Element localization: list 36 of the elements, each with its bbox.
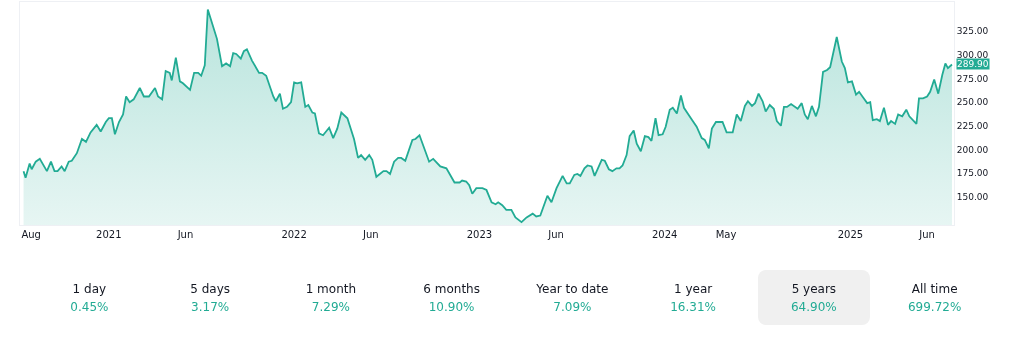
x-tick-label: Jun: [176, 229, 194, 240]
annotation: 289.90: [957, 59, 989, 69]
category-label: 6 months: [423, 281, 480, 296]
category-label: All time: [911, 281, 958, 296]
category-label: 5 days: [190, 281, 231, 296]
text: 0.45%: [70, 299, 109, 314]
x-tick-label: May: [715, 229, 737, 240]
x-tick-label: 2025: [837, 229, 864, 240]
text: 16.31%: [670, 299, 716, 314]
y-tick-label: 275.00: [956, 73, 989, 84]
y-tick-label: 250.00: [956, 97, 989, 108]
y-tick-label: 300.00: [956, 50, 989, 61]
category-label: Year to date: [536, 281, 609, 296]
text: 64.90%: [790, 299, 837, 314]
text: 3.17%: [191, 299, 230, 314]
text: 7.29%: [311, 299, 350, 314]
x-tick-label: Jun: [918, 229, 935, 240]
y-tick-label: 150.00: [956, 191, 989, 202]
y-tick-label: 200.00: [956, 144, 989, 155]
category-label: 1 day: [72, 281, 107, 296]
x-tick-label: 2024: [651, 229, 678, 240]
text: 7.09%: [553, 299, 592, 314]
x-tick-label: Jun: [361, 229, 379, 240]
text: 10.90%: [428, 299, 475, 314]
category-label: 1 year: [674, 281, 713, 296]
x-tick-label: 2023: [466, 229, 493, 240]
x-tick-label: 2022: [281, 229, 307, 240]
y-tick-label: 225.00: [956, 120, 989, 131]
x-tick-label: Jun: [547, 229, 564, 240]
y-tick-label: 325.00: [956, 26, 989, 37]
x-tick-label: Aug: [21, 229, 41, 240]
text: 699.72%: [907, 299, 962, 314]
y-tick-label: 175.00: [956, 168, 989, 179]
category-label: 5 years: [791, 281, 837, 296]
x-tick-label: 2021: [96, 229, 122, 240]
category-label: 1 month: [305, 281, 357, 296]
